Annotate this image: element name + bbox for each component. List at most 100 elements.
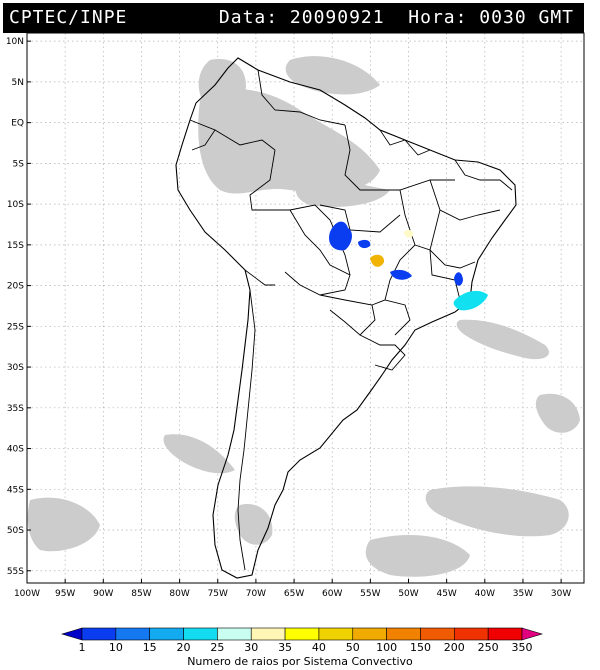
colorbar-tick-label: 10 (109, 641, 123, 654)
colorbar-segment (149, 627, 184, 641)
colorbar-tick-label: 350 (512, 641, 533, 654)
latitude-label: 15S (7, 241, 24, 251)
border-paraguay (319, 294, 376, 336)
colorbar-tick-label: 1 (79, 641, 86, 654)
system-blue-1 (329, 221, 352, 251)
colorbar-tick-label: 15 (143, 641, 157, 654)
latitude-label: 50S (7, 526, 24, 536)
system-blue-4 (454, 272, 463, 286)
cloud-se-far (535, 393, 580, 433)
cloud-patagonia (234, 504, 273, 545)
date-time: Data: 20090921 Hora: 0030 GMT (218, 7, 574, 28)
border-colombia-venezuela (257, 69, 346, 126)
latitude-label: EQ (11, 119, 24, 129)
longitude-label: 35W (513, 589, 533, 599)
longitude-label: 45W (436, 589, 456, 599)
border-guianas (379, 129, 431, 156)
convective-systems (329, 221, 488, 311)
latitude-labels: 10N 5N EQ 5S 10S 15S 20S 25S 30S 35S 40S 45S 50S 55S (6, 37, 31, 577)
colorbar-tick-label: 20 (177, 641, 191, 654)
colorbar-segment (318, 627, 354, 641)
colorbar-tick-label: 50 (346, 641, 360, 654)
cloud-north (285, 56, 380, 95)
system-orange (370, 254, 385, 267)
org-title: CPTEC/INPE (9, 7, 128, 28)
south-america-continent (175, 57, 517, 579)
colorbar-segment (250, 627, 286, 641)
colorbar-tick-label: 150 (410, 641, 431, 654)
cloud-east-band (425, 486, 569, 537)
system-blue-2 (358, 239, 371, 249)
colorbar-tick-label: 100 (376, 641, 397, 654)
border-brazil-states-4 (429, 209, 476, 269)
cloud-cover (27, 56, 580, 577)
colorbar: 1 10 15 20 25 30 35 40 50 100 150 200 250 350 (60, 627, 544, 654)
longitude-label: 50W (398, 589, 418, 599)
colorbar-segment (454, 627, 489, 641)
map-header: CPTEC/INPE Data: 20090921 Hora: 0030 GMT (3, 3, 584, 33)
cloud-colombia (198, 59, 246, 113)
latitude-label: 25S (7, 322, 24, 332)
latitude-label: 35S (7, 404, 24, 414)
colorbar-tick-label: 35 (278, 641, 292, 654)
colorbar-segment (183, 627, 218, 641)
latitude-label: 40S (7, 445, 24, 455)
colorbar-tick-label: 30 (244, 641, 258, 654)
border-peru-chile (244, 269, 275, 286)
cloud-pacific-south (163, 434, 235, 474)
colorbar-segment (60, 627, 83, 641)
longitude-label: 95W (55, 589, 75, 599)
latitude-label: 5S (13, 159, 25, 169)
longitude-label: 80W (169, 589, 189, 599)
latitude-label: 10S (7, 200, 24, 210)
system-cyan (453, 290, 488, 311)
longitude-label: 90W (93, 589, 113, 599)
border-chile-argentina (237, 289, 256, 571)
border-brazil-states-5 (414, 244, 461, 301)
cloud-atlantic-se (456, 319, 549, 360)
cloud-amazon (198, 89, 380, 194)
longitude-label: 40W (475, 589, 495, 599)
longitude-label: 55W (360, 589, 380, 599)
map-frame (26, 32, 585, 584)
longitude-label: 65W (284, 589, 304, 599)
longitude-label: 100W (14, 589, 40, 599)
colorbar-segment (217, 627, 252, 641)
colorbar-tick-label: 250 (478, 641, 499, 654)
longitude-label: 85W (131, 589, 151, 599)
latitude-label: 30S (7, 363, 24, 373)
colorbar-segment (352, 627, 387, 641)
longitude-label: 60W (322, 589, 342, 599)
latitude-label: 55S (7, 567, 24, 577)
border-uruguay (359, 334, 406, 371)
latitude-label: 20S (7, 282, 24, 292)
colorbar-tick-label: 25 (210, 641, 224, 654)
colorbar-segment (487, 627, 523, 641)
colorbar-tick-label: 200 (444, 641, 465, 654)
colorbar-segment (81, 627, 117, 641)
longitude-label: 70W (246, 589, 266, 599)
latitude-label: 45S (7, 485, 24, 495)
country-borders (189, 69, 513, 571)
cloud-south-atlantic (365, 535, 470, 577)
border-ecuador (189, 119, 216, 151)
border-argentina-brazil (371, 299, 411, 336)
cloud-pacific-far (27, 497, 101, 552)
system-yellow-light (404, 229, 414, 238)
latitude-label: 5N (12, 78, 24, 88)
colorbar-segment (284, 627, 320, 641)
border-colombia-peru (214, 129, 276, 151)
border-brazil-states-2 (384, 189, 416, 301)
latitude-label: 10N (6, 37, 24, 47)
longitude-label: 30W (551, 589, 571, 599)
system-blue-3 (390, 269, 412, 280)
border-brazil-states-3 (429, 179, 501, 221)
colorbar-segment (386, 627, 421, 641)
colorbar-segment (115, 627, 150, 641)
border-bolivia (284, 209, 351, 296)
colorbar-segment (420, 627, 455, 641)
colorbar-tick-label: 40 (312, 641, 326, 654)
cloud-bolivia (295, 178, 390, 207)
colorbar-title: Numero de raios por Sistema Convectivo (187, 655, 413, 668)
